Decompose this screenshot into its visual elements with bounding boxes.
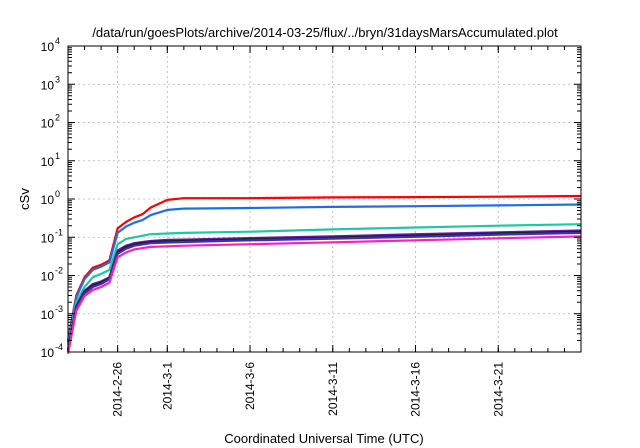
y-tick-label: 10: [41, 193, 55, 207]
x-tick-label: 2014-3-21: [491, 362, 505, 417]
y-tick-label: 10: [41, 270, 55, 284]
series-group: [66, 194, 582, 355]
series-line-1: [66, 194, 582, 341]
y-tick-label: 10: [41, 78, 55, 92]
y-tick-exponent: -3: [55, 304, 63, 314]
y-tick-exponent: -1: [55, 227, 63, 237]
series-line-3: [66, 223, 582, 346]
y-tick-exponent: 4: [55, 36, 60, 46]
y-tick-exponent: 0: [55, 189, 60, 199]
y-tick-label: 10: [41, 308, 55, 322]
x-tick-label: 2014-3-6: [243, 362, 257, 410]
y-axis-label: cSv: [17, 188, 32, 210]
y-tick-label: 10: [41, 40, 55, 54]
x-tick-label: 2014-3-11: [326, 362, 340, 416]
y-tick-label: 10: [41, 346, 55, 360]
y-tick-label: 10: [41, 231, 55, 245]
series-line-6: [66, 231, 582, 353]
x-tick-label: 2014-2-26: [111, 362, 125, 417]
grid-lines: [68, 46, 581, 352]
x-tick-label: 2014-3-16: [409, 362, 423, 417]
y-tick-exponent: -2: [55, 266, 63, 276]
x-axis-label: Coordinated Universal Time (UTC): [224, 431, 423, 446]
y-tick-label: 10: [41, 155, 55, 169]
series-line-5: [66, 230, 582, 351]
x-tick-label: 2014-3-1: [160, 362, 174, 410]
x-axis: 2014-2-26 2014-3-1 2014-3-6 2014-3-11 2014-3…: [84, 46, 565, 417]
y-tick-exponent: 1: [55, 151, 60, 161]
series-line-7: [66, 235, 582, 355]
y-tick-exponent: -4: [55, 342, 63, 352]
y-tick-exponent: 2: [55, 113, 60, 123]
y-tick-label: 10: [41, 117, 55, 131]
chart-title: /data/run/goesPlots/archive/2014-03-25/f…: [92, 25, 558, 40]
y-tick-exponent: 3: [55, 74, 60, 84]
series-line-2: [66, 203, 582, 343]
